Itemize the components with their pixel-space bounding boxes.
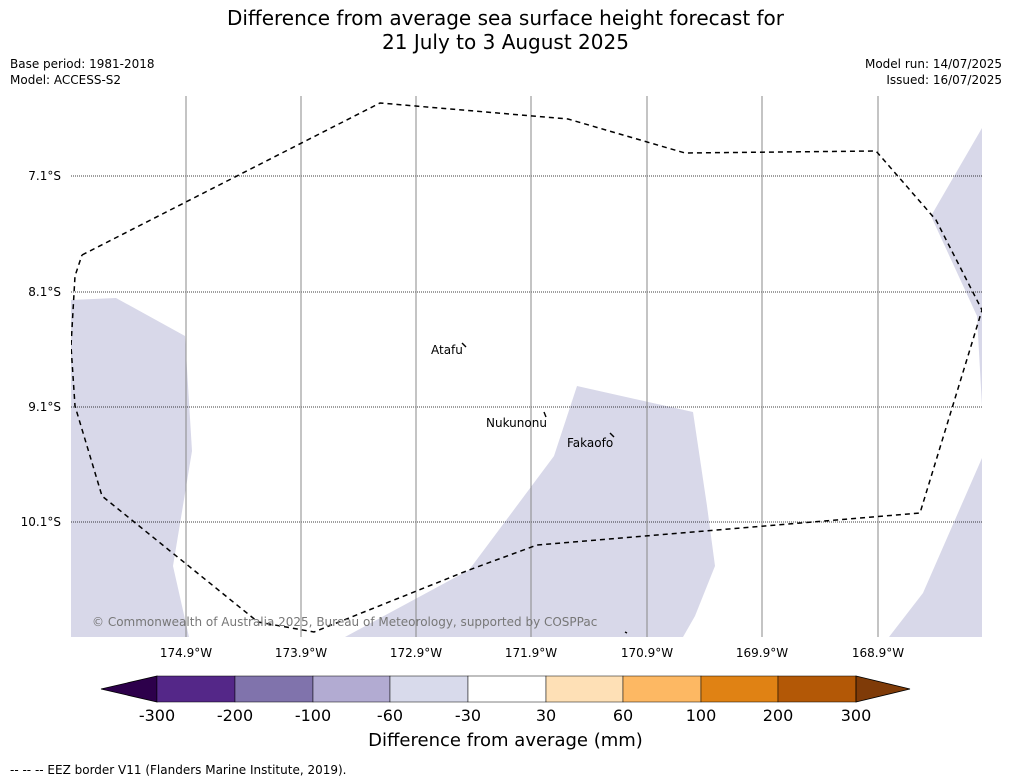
model-text: Model: ACCESS-S2: [10, 73, 122, 87]
islands: [461, 342, 628, 634]
label-fakaofo: Fakaofo: [567, 436, 613, 450]
anomaly-region-east-upper: [931, 128, 982, 406]
colorbar-tick: 300: [840, 706, 872, 725]
longitude-gridlines: [185, 96, 879, 637]
lon-label-174-9: 174.9°W: [159, 646, 213, 660]
colorbar-segment: [312, 675, 391, 703]
colorbar-extend-high: [855, 675, 911, 703]
title-line-1: Difference from average sea surface heig…: [226, 6, 785, 30]
colorbar: [100, 675, 911, 703]
copyright-text: © Commonwealth of Australia 2025, Bureau…: [92, 615, 597, 629]
model-run-text: Model run: 14/07/2025: [864, 57, 1002, 71]
anomaly-shading: [71, 128, 982, 637]
colorbar-tick: -30: [454, 706, 482, 725]
colorbar-tick: -300: [138, 706, 176, 725]
meta-right: Model run: 14/07/2025 Issued: 16/07/2025: [865, 56, 1002, 88]
lat-label-9-1: 9.1°S: [28, 400, 61, 414]
anomaly-region-west: [71, 298, 192, 637]
lon-label-170-9: 170.9°W: [620, 646, 674, 660]
label-nukunonu: Nukunonu: [486, 416, 547, 430]
colorbar-tick: -60: [376, 706, 404, 725]
label-atafu: Atafu: [431, 343, 463, 357]
meta-left: Base period: 1981-2018 Model: ACCESS-S2: [10, 56, 155, 88]
colorbar-tick: 100: [685, 706, 717, 725]
colorbar-segment: [622, 675, 702, 703]
map-svg: Atafu Nukunonu Fakaofo © Commonwealth of…: [71, 96, 982, 637]
colorbar-tick: -200: [216, 706, 254, 725]
island-fakaofo-shape: [609, 432, 615, 438]
colorbar-extend-low: [100, 675, 158, 703]
colorbar-segment: [156, 675, 236, 703]
colorbar-segment: [545, 675, 624, 703]
lon-label-171-9: 171.9°W: [504, 646, 558, 660]
lon-label-169-9: 169.9°W: [735, 646, 789, 660]
colorbar-segment: [777, 675, 857, 703]
base-period-text: Base period: 1981-2018: [10, 57, 155, 71]
lon-label-168-9: 168.9°W: [851, 646, 905, 660]
island-atafu-shape: [461, 342, 467, 348]
lon-label-173-9: 173.9°W: [274, 646, 328, 660]
colorbar-tick: 60: [612, 706, 634, 725]
eez-footnote: -- -- -- EEZ border V11 (Flanders Marine…: [10, 763, 347, 777]
colorbar-segment: [467, 675, 547, 703]
eez-border: [71, 102, 982, 633]
colorbar-label: Difference from average (mm): [368, 730, 643, 751]
colorbar-segment: [389, 675, 469, 703]
map-title: Difference from average sea surface heig…: [0, 6, 1011, 54]
lon-label-172-9: 172.9°W: [389, 646, 443, 660]
colorbar-segment: [234, 675, 314, 703]
latitude-gridlines: [71, 175, 982, 523]
colorbar-tick: 200: [762, 706, 794, 725]
title-line-2: 21 July to 3 August 2025: [382, 30, 629, 54]
colorbar-segment: [700, 675, 779, 703]
lat-label-8-1: 8.1°S: [28, 285, 61, 299]
lat-label-7-1: 7.1°S: [28, 169, 61, 183]
colorbar-tick: -100: [294, 706, 332, 725]
colorbar-tick: 30: [535, 706, 557, 725]
lat-label-10-1: 10.1°S: [20, 515, 61, 529]
issued-text: Issued: 16/07/2025: [886, 73, 1002, 87]
island-swains-shape: [624, 631, 628, 634]
map-panel: Atafu Nukunonu Fakaofo © Commonwealth of…: [71, 96, 982, 637]
island-nukunonu-shape: [543, 411, 547, 418]
anomaly-region-central: [345, 386, 715, 637]
anomaly-region-east-lower: [889, 458, 982, 637]
